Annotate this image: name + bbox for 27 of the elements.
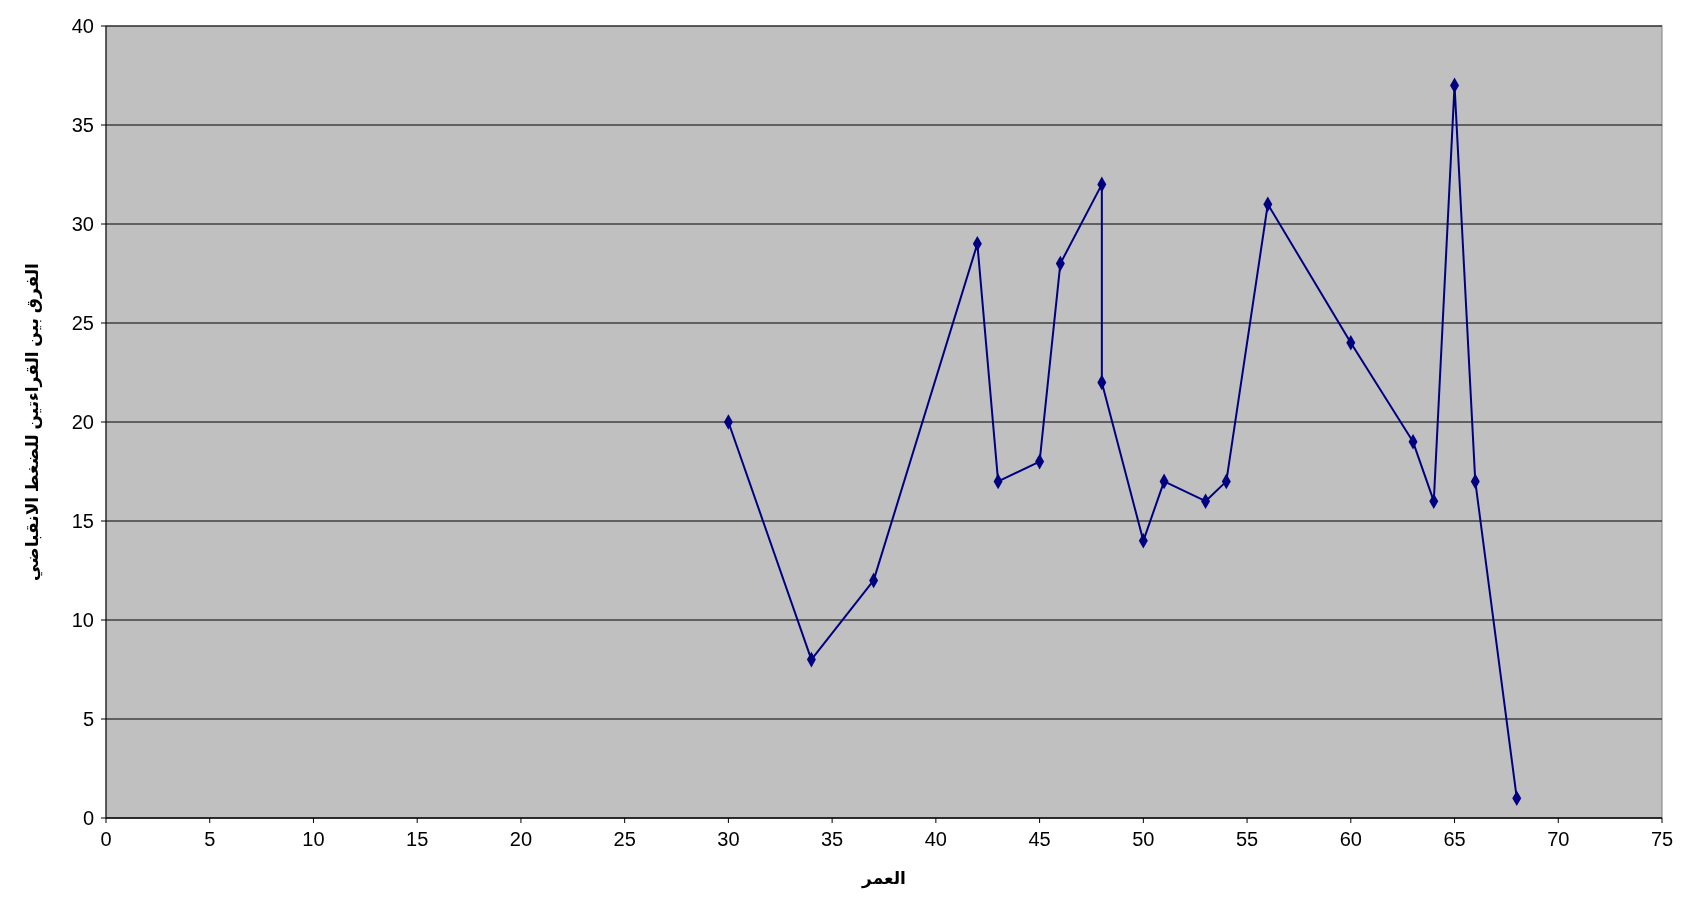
y-tick-label: 40 — [71, 15, 94, 37]
x-tick-label: 15 — [406, 828, 429, 850]
x-tick-label: 50 — [1132, 828, 1155, 850]
x-tick-label: 30 — [717, 828, 740, 850]
y-tick-label: 0 — [82, 807, 94, 829]
x-tick-label: 75 — [1650, 828, 1674, 850]
x-tick-label: 55 — [1235, 828, 1259, 850]
x-tick-label: 40 — [924, 828, 947, 850]
y-tick-label: 35 — [71, 114, 94, 136]
x-tick-label: 70 — [1547, 828, 1570, 850]
y-tick-label: 5 — [82, 708, 94, 730]
x-tick-label: 5 — [204, 828, 216, 850]
x-tick-label: 60 — [1339, 828, 1362, 850]
x-tick-label: 0 — [100, 828, 112, 850]
y-tick-label: 25 — [71, 312, 94, 334]
x-tick-label: 25 — [613, 828, 636, 850]
y-tick-label: 20 — [71, 411, 94, 433]
x-tick-label: 65 — [1443, 828, 1466, 850]
x-tick-label: 20 — [509, 828, 533, 850]
x-tick-label: 10 — [302, 828, 325, 850]
x-tick-label: 35 — [821, 828, 844, 850]
x-tick-label: 45 — [1028, 828, 1051, 850]
y-tick-label: 30 — [71, 213, 94, 235]
y-tick-label: 15 — [71, 510, 94, 532]
y-axis-title: الفرق بين القراءتين للضغط الانقباضي — [23, 263, 43, 581]
y-tick-label: 10 — [71, 609, 94, 631]
x-axis-title: العمر — [861, 869, 906, 889]
